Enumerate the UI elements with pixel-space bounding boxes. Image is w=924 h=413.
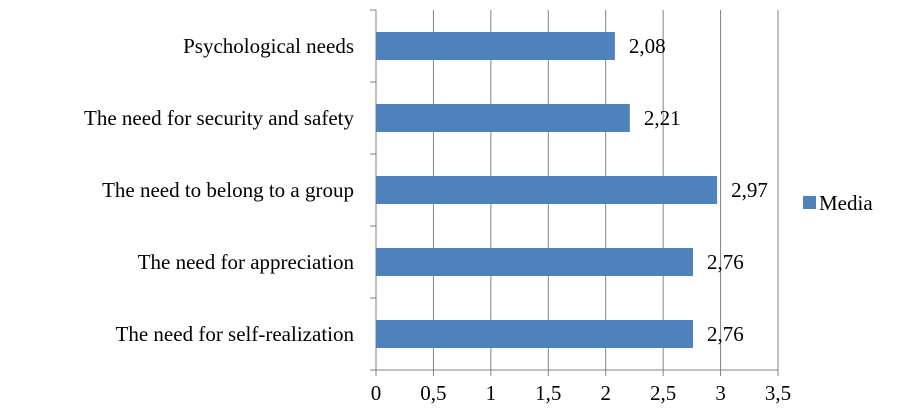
legend-swatch-media: [803, 196, 816, 209]
x-tick-label-3: 1,5: [535, 381, 561, 405]
bar-1: [376, 104, 630, 132]
data-label-2: 2,97: [731, 178, 768, 202]
x-tick-label-1: 0,5: [420, 381, 446, 405]
category-label-2: The need to belong to a group: [102, 178, 354, 202]
x-tick-label-7: 3,5: [765, 381, 791, 405]
data-label-0: 2,08: [629, 34, 666, 58]
bars: [376, 32, 718, 348]
bar-3: [376, 248, 694, 276]
x-tick-label-0: 0: [371, 381, 382, 405]
bar-2: [376, 176, 718, 204]
axes: 0 0,5 1 1,5 2 2,5 3 3,5: [370, 9, 791, 405]
data-label-3: 2,76: [707, 250, 744, 274]
x-tick-label-2: 1: [486, 381, 497, 405]
x-tick-label-5: 2,5: [650, 381, 676, 405]
data-label-1: 2,21: [644, 106, 681, 130]
x-tick-label-4: 2: [600, 381, 611, 405]
bar-0: [376, 32, 615, 60]
legend: Media: [803, 191, 873, 215]
category-label-0: Psychological needs: [183, 34, 354, 58]
category-label-1: The need for security and safety: [84, 106, 354, 130]
data-label-4: 2,76: [707, 322, 744, 346]
bar-4: [376, 320, 694, 348]
x-tick-label-6: 3: [715, 381, 726, 405]
category-label-4: The need for self-realization: [116, 322, 355, 346]
category-label-3: The need for appreciation: [138, 250, 355, 274]
legend-label-media: Media: [819, 191, 873, 215]
labels: Psychological needs 2,08 The need for secu…: [84, 34, 768, 346]
